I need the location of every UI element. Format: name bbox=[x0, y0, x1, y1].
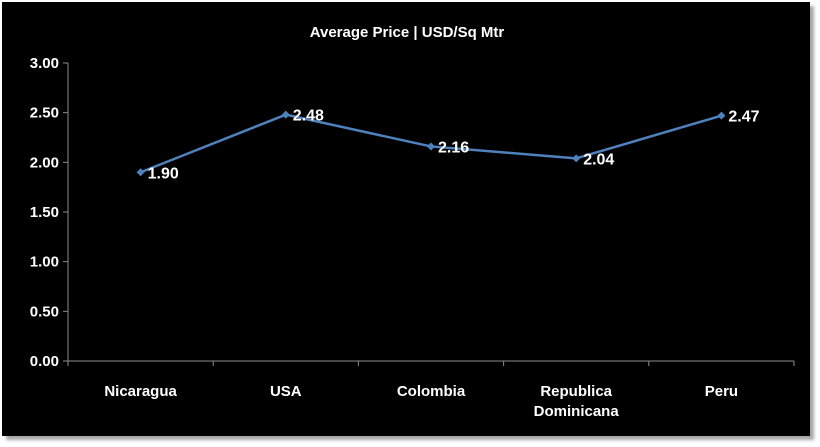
chart-panel: Average Price | USD/Sq Mtr 0.00 0.50 1.00 1… bbox=[2, 2, 810, 436]
y-tick-label: 2.50 bbox=[30, 105, 59, 122]
data-label: 1.90 bbox=[148, 165, 179, 182]
y-tick-label: 0.50 bbox=[30, 303, 59, 320]
y-tick-label: 1.50 bbox=[30, 204, 59, 221]
chart-title: Average Price | USD/Sq Mtr bbox=[310, 24, 505, 41]
data-point-marker bbox=[572, 154, 581, 163]
data-labels: 1.90 2.48 2.16 2.04 2.47 bbox=[148, 108, 760, 183]
y-tick-label: 3.00 bbox=[30, 55, 59, 72]
data-point-marker bbox=[427, 142, 435, 151]
series-group bbox=[136, 110, 726, 177]
x-tick-label: Republica Dominicana bbox=[534, 383, 620, 420]
y-tick-label: 1.00 bbox=[30, 254, 59, 271]
y-tick-label: 2.00 bbox=[30, 154, 59, 171]
data-point-marker bbox=[136, 168, 145, 177]
data-label: 2.48 bbox=[293, 108, 324, 125]
axes: 0.00 0.50 1.00 1.50 2.00 2.50 3.00 Nicaragua USA… bbox=[30, 55, 795, 420]
x-tick-label: USA bbox=[270, 383, 302, 400]
x-tick-label: Nicaragua bbox=[104, 383, 177, 400]
data-label: 2.16 bbox=[438, 139, 469, 156]
data-point-marker bbox=[281, 110, 290, 119]
data-point-marker bbox=[717, 111, 726, 120]
y-tick-label: 0.00 bbox=[30, 353, 59, 370]
data-label: 2.04 bbox=[583, 151, 614, 168]
x-tick-label: Colombia bbox=[397, 383, 466, 400]
line-chart: Average Price | USD/Sq Mtr 0.00 0.50 1.00 1… bbox=[30, 24, 795, 420]
x-tick-label: Peru bbox=[705, 383, 738, 400]
data-label: 2.47 bbox=[728, 109, 759, 126]
